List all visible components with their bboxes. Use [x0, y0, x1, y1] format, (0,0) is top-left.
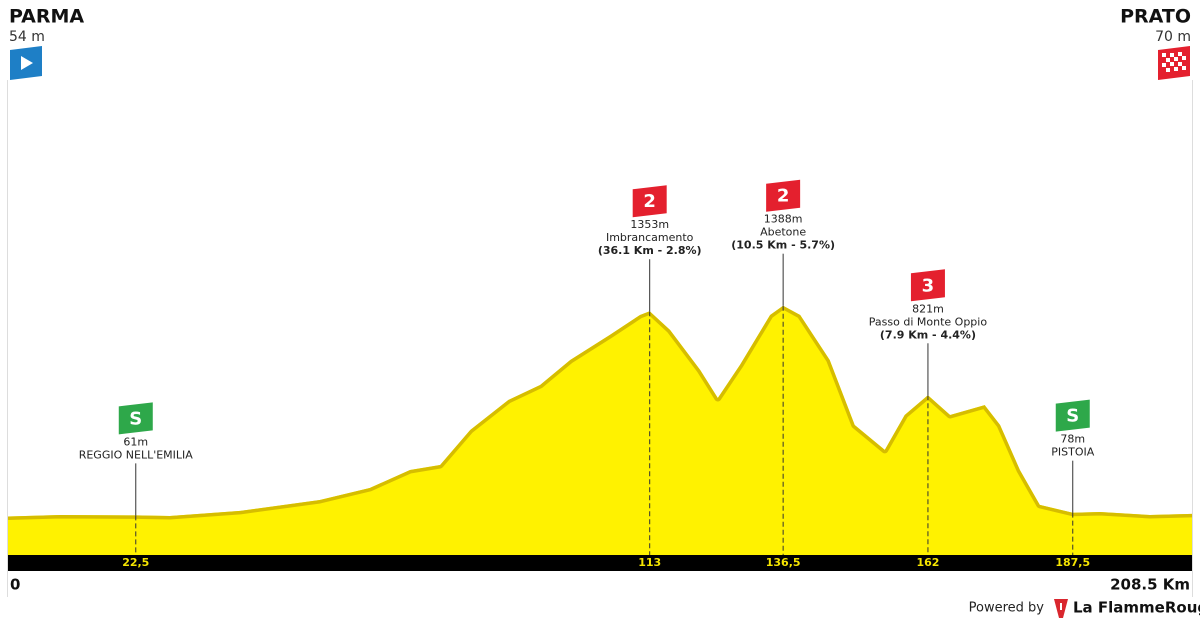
badge-label: S [129, 408, 142, 429]
badge-label: S [1066, 406, 1079, 427]
marker-detail: (36.1 Km - 2.8%) [598, 244, 702, 257]
marker-elevation: 821m [912, 302, 944, 315]
badge-label: 2 [643, 191, 656, 212]
x-start-label: 0 [10, 576, 20, 594]
climb-badge [632, 185, 667, 218]
start-altitude: 54 m [9, 29, 45, 45]
marker-name: PISTOIA [1051, 446, 1094, 459]
x-end-label: 208.5 Km [1110, 576, 1190, 594]
start-icon [10, 46, 42, 80]
sprint-badge [118, 402, 153, 435]
brand: La FlammeRouge [1073, 599, 1200, 617]
brand-logo [1054, 599, 1068, 618]
x-tick-label: 136,5 [766, 556, 801, 569]
marker-elevation: 1388m [764, 213, 803, 226]
x-tick-label: 162 [916, 556, 939, 569]
badge-label: 2 [777, 186, 790, 207]
marker-name: Passo di Monte Oppio [869, 315, 988, 328]
marker-elevation: 61m [123, 435, 148, 448]
elevation-ridge [8, 305, 1192, 520]
marker-name: Abetone [760, 226, 806, 239]
finish-name: PRATO [1120, 6, 1191, 28]
marker-detail: (10.5 Km - 5.7%) [731, 239, 835, 252]
marker-elevation: 1353m [630, 218, 669, 231]
elevation-area [8, 305, 1192, 555]
marker-elevation: 78m [1060, 433, 1085, 446]
finish-icon [1158, 46, 1190, 80]
climb-badge [910, 269, 945, 302]
powered-by: Powered by [969, 601, 1045, 616]
finish-altitude: 70 m [1155, 29, 1191, 45]
x-tick-label: 22,5 [122, 556, 149, 569]
badge-label: 3 [922, 275, 935, 296]
x-tick-label: 113 [638, 556, 661, 569]
distance-bar [8, 555, 1192, 571]
x-tick-label: 187,5 [1055, 556, 1090, 569]
sprint-badge [1055, 399, 1090, 432]
marker-detail: (7.9 Km - 4.4%) [880, 328, 976, 341]
start-name: PARMA [9, 6, 84, 28]
marker-name: REGGIO NELL'EMILIA [79, 448, 194, 461]
marker-name: Imbrancamento [606, 231, 694, 244]
climb-badge [766, 179, 801, 212]
